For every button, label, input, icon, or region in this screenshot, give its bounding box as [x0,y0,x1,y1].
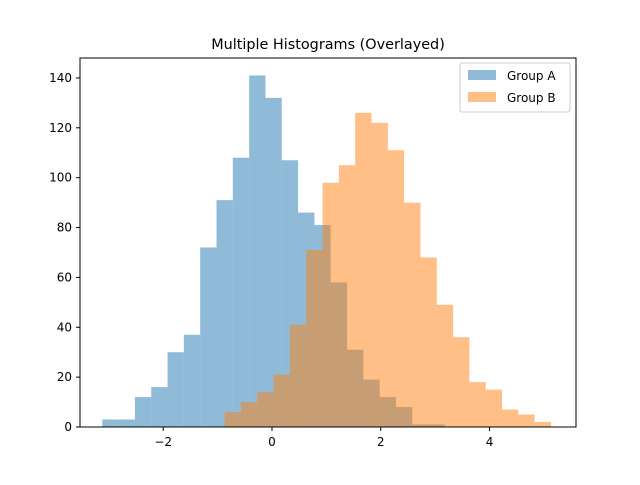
y-tick-label: 80 [57,221,72,235]
legend-swatch-group-a [468,70,496,80]
histogram-bar-group-b [485,389,503,427]
x-tick-label: 0 [268,435,276,449]
legend-label-group-b: Group B [507,91,556,105]
histogram-bar-group-a [265,97,282,427]
x-tick-label: 2 [377,435,385,449]
y-tick-label: 120 [49,121,72,135]
y-tick-label: 0 [64,420,72,434]
x-tick-label: −2 [154,435,172,449]
histogram-bar-group-b [224,412,241,427]
histogram-bar-group-b [257,392,274,427]
histogram-bar-group-b [338,165,356,427]
histogram-bar-group-b [420,257,437,427]
plot-frame [79,57,577,428]
histogram-bar-group-b [469,382,486,427]
histogram-bar-group-b [355,112,372,427]
histogram-bar-group-b [322,182,339,427]
histogram-bar-group-a [102,419,119,427]
histogram-bar-group-b [273,374,290,427]
histogram-bar-group-b [453,337,470,427]
bars-layer [102,75,551,428]
y-tick-label: 20 [57,370,72,384]
y-tick-label: 40 [57,320,72,334]
histogram-bar-group-a [232,157,250,427]
x-tick-label: 4 [486,435,494,449]
histogram-bar-group-b [387,150,405,427]
histogram-bar-group-b [534,422,551,427]
histogram-bar-group-b [240,402,258,427]
legend: Group A Group B [459,62,571,113]
histogram-bar-group-b [289,324,307,427]
histogram-bar-group-a [118,419,135,427]
legend-swatch-group-b [468,92,496,102]
histogram-bar-group-b [436,304,454,427]
histogram-bar-group-b [502,409,519,427]
histogram-bar-group-b [306,249,323,427]
histogram-bar-group-b [518,414,535,427]
histogram-bar-group-a [151,387,168,427]
histogram-bar-group-a [249,75,266,428]
histogram-bar-group-a [200,247,217,427]
y-tick-label: 100 [49,171,72,185]
histogram-bar-group-a [183,334,201,427]
legend-label-group-a: Group A [507,69,556,83]
histogram-bar-group-a [134,397,152,427]
histogram-bar-group-a [167,352,184,427]
y-tick-label: 140 [49,71,72,85]
histogram-bar-group-b [404,202,421,427]
histogram-bar-group-a [216,200,233,427]
y-tick-label: 60 [57,270,72,284]
chart-title: Multiple Histograms (Overlayed) [211,37,445,53]
histogram-bar-group-b [371,122,388,427]
